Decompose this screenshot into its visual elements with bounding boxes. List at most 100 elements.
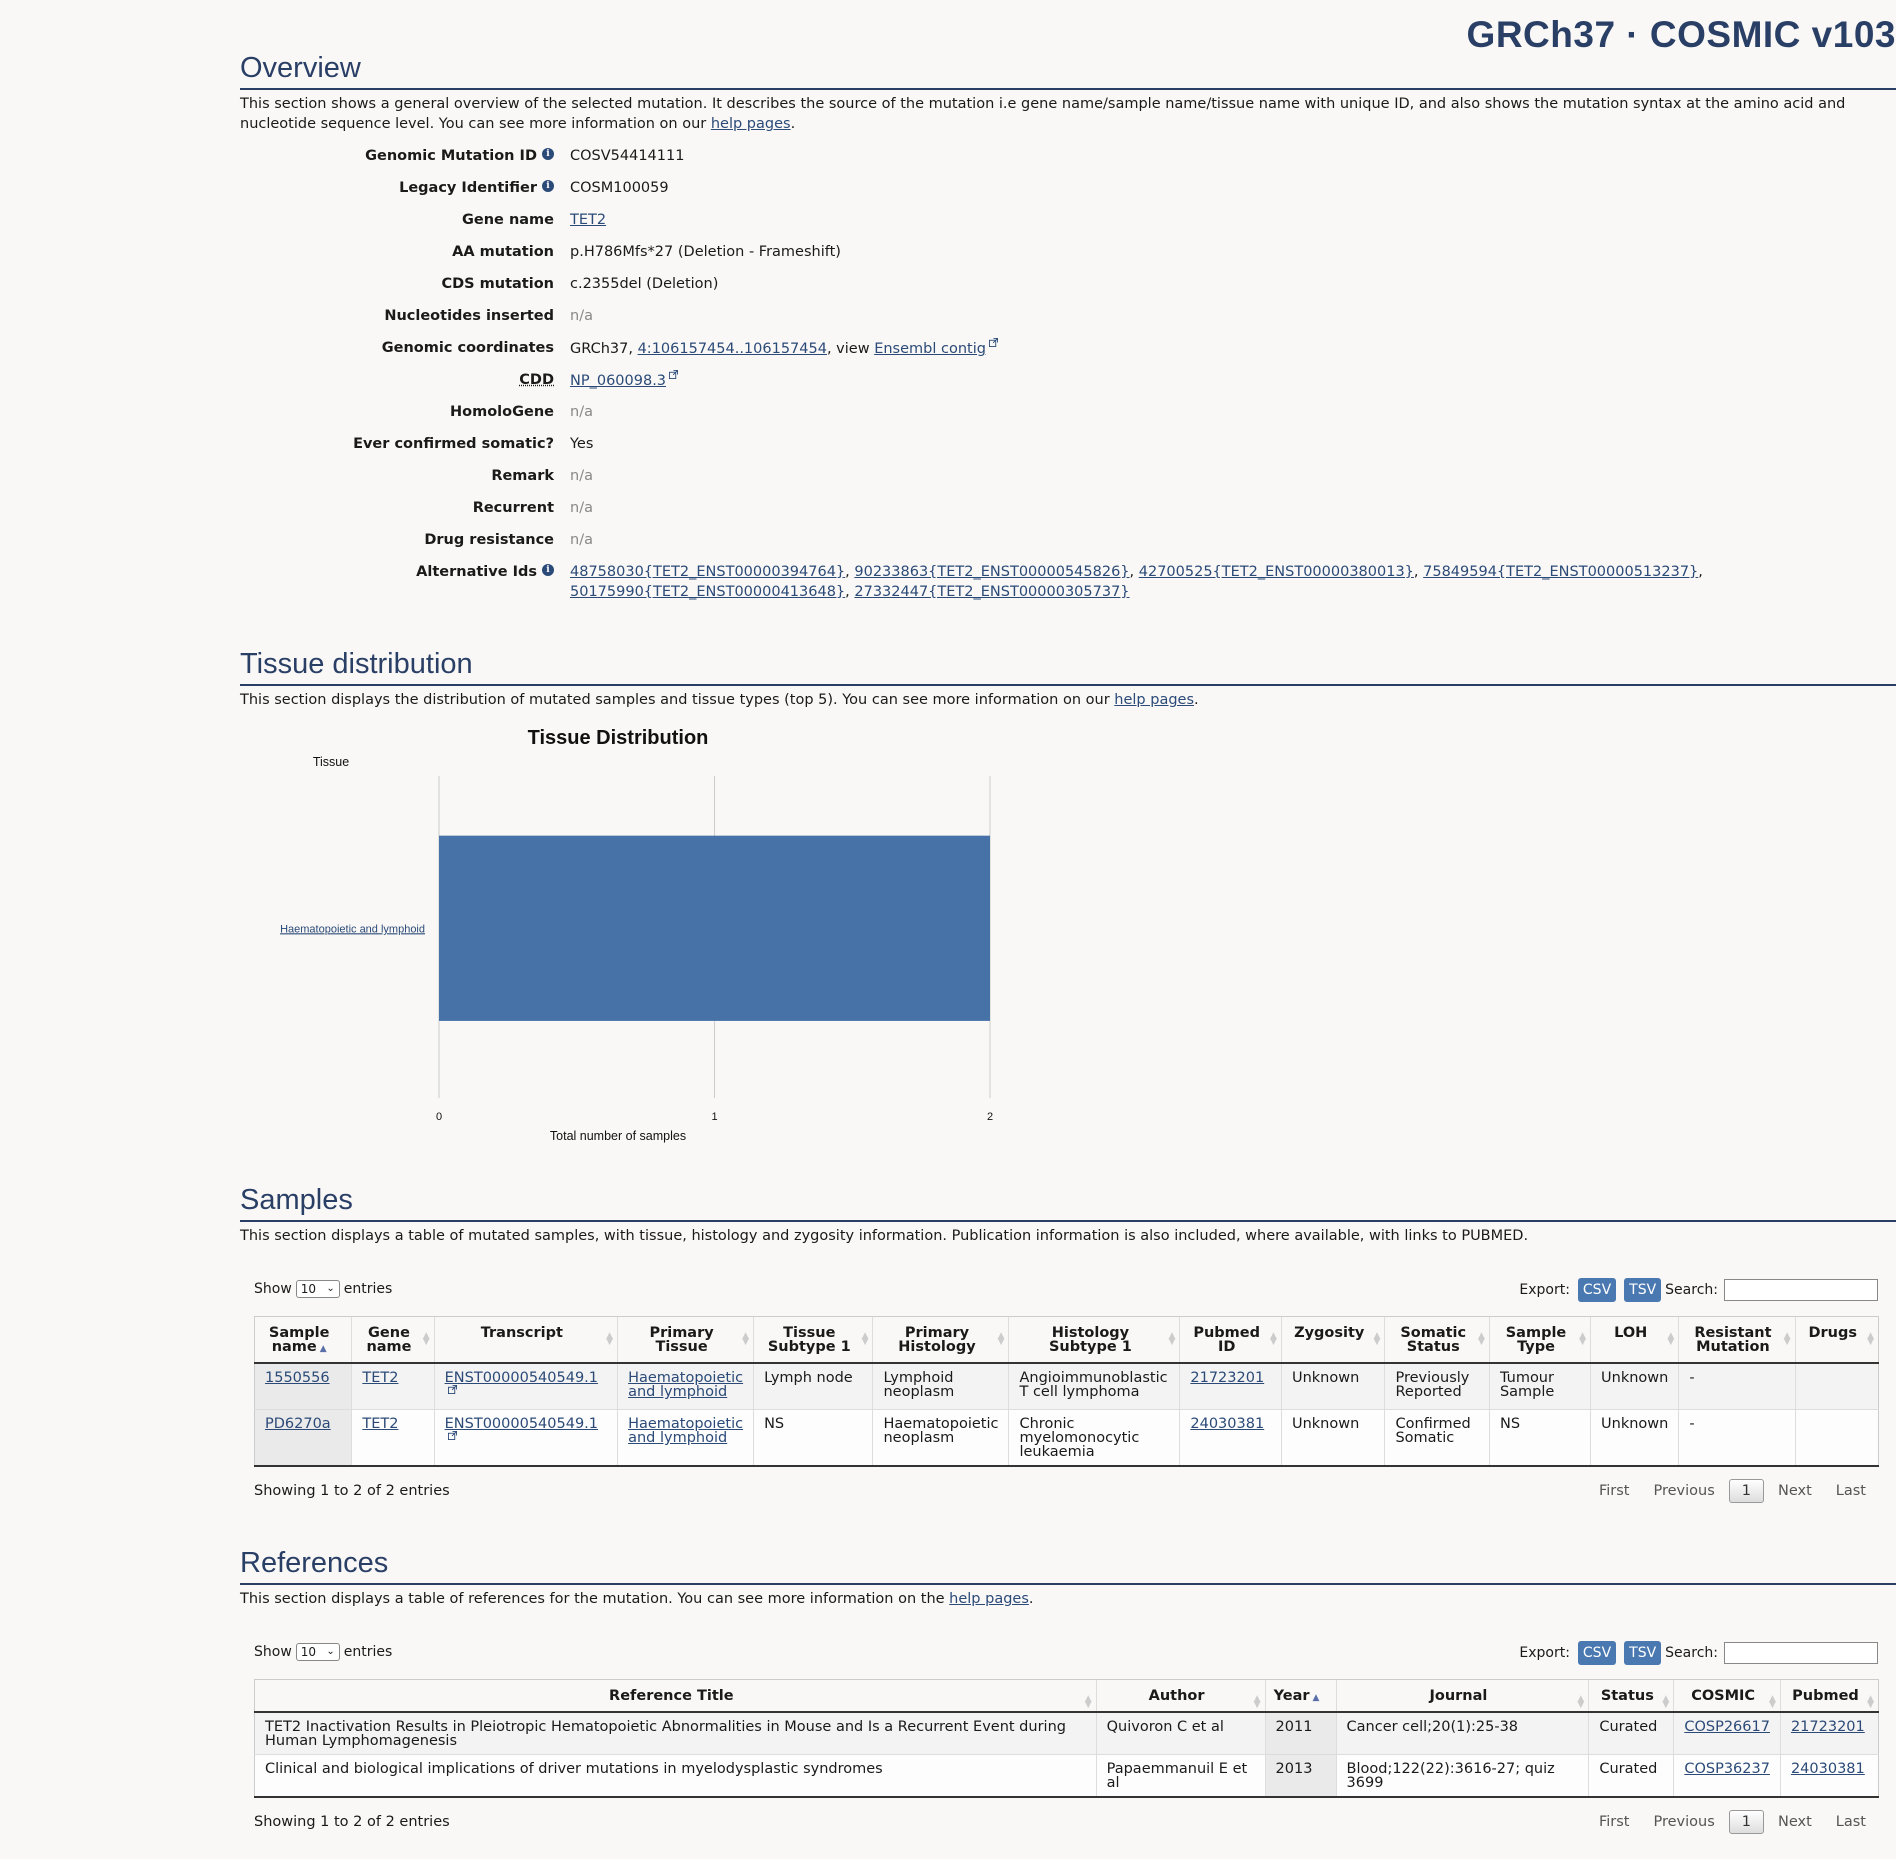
samples-pagination: First Previous 1 Next Last xyxy=(1587,1479,1878,1503)
pubmed-link[interactable]: 21723201 xyxy=(1790,1719,1865,1735)
info-icon[interactable]: i xyxy=(542,564,554,576)
pagination-page-1[interactable]: 1 xyxy=(1728,1479,1764,1503)
cell-reference-title: TET2 Inactivation Results in Pleiotropic… xyxy=(254,1712,1097,1755)
site-brand: GRCh37 · COSMIC v103 xyxy=(1466,14,1896,55)
overview-intro: This section shows a general overview of… xyxy=(240,96,1846,132)
field-label: Genomic coordinates xyxy=(381,340,554,356)
sample-name-link[interactable]: 1550556 xyxy=(265,1370,330,1386)
column-header-primary-histology[interactable]: Primary Histology ▲ ▼ xyxy=(872,1316,1009,1364)
pubmed-id-link[interactable]: 21723201 xyxy=(1190,1370,1265,1386)
column-header-transcript[interactable]: Transcript ▲ ▼ xyxy=(433,1316,618,1364)
pagination-last[interactable]: Last xyxy=(1835,1483,1866,1499)
tissue-distribution-section: Tissue distribution This section display… xyxy=(240,646,1896,1174)
samples-search-input[interactable] xyxy=(1724,1279,1878,1301)
cell-sample-name: 1550556 xyxy=(253,1363,352,1410)
export-csv-button[interactable]: CSV xyxy=(1577,1278,1617,1302)
external-link-icon xyxy=(447,1385,457,1394)
alternative-id-link[interactable]: 90233863{TET2_ENST00000545826} xyxy=(854,564,1130,580)
chevron-down-icon: ⌄ xyxy=(326,1283,335,1294)
pagination-first[interactable]: First xyxy=(1598,1814,1630,1830)
column-header-somatic-status[interactable]: Somatic Status ▲ ▼ xyxy=(1384,1316,1490,1364)
column-header-journal[interactable]: Journal ▲ ▼ xyxy=(1335,1679,1589,1713)
column-header-sample-type[interactable]: Sample Type ▲ ▼ xyxy=(1488,1316,1591,1364)
cdd-link[interactable]: NP_060098.3 xyxy=(570,373,667,389)
transcript-link[interactable]: ENST00000540549.1 xyxy=(444,1370,599,1386)
cosmic-link[interactable]: COSP26617 xyxy=(1684,1719,1770,1735)
sort-both-icon: ▲ ▼ xyxy=(1667,1331,1675,1347)
column-header-zygosity[interactable]: Zygosity ▲ ▼ xyxy=(1280,1316,1385,1364)
overview-help-link[interactable]: help pages xyxy=(710,116,791,132)
column-header-drugs[interactable]: Drugs ▲ ▼ xyxy=(1794,1316,1879,1364)
gene-name-link[interactable]: TET2 xyxy=(570,212,607,228)
primary-tissue-link[interactable]: Haematopoietic and lymphoid xyxy=(628,1416,744,1446)
field-label: Recurrent xyxy=(472,500,554,516)
chart-title: Tissue Distribution xyxy=(528,727,709,749)
sort-both-icon: ▲ ▼ xyxy=(1373,1331,1381,1347)
column-header-loh[interactable]: LOH ▲ ▼ xyxy=(1590,1316,1679,1364)
external-link-icon xyxy=(447,1431,457,1440)
cell-loh: Unknown xyxy=(1590,1409,1679,1467)
alternative-id-link[interactable]: 48758030{TET2_ENST00000394764} xyxy=(570,564,846,580)
pubmed-link[interactable]: 24030381 xyxy=(1790,1761,1865,1777)
transcript-link[interactable]: ENST00000540549.1 xyxy=(444,1416,599,1432)
pagination-next[interactable]: Next xyxy=(1778,1814,1812,1830)
column-header-status[interactable]: Status ▲ ▼ xyxy=(1588,1679,1674,1713)
pagination-first[interactable]: First xyxy=(1598,1483,1630,1499)
pubmed-id-link[interactable]: 24030381 xyxy=(1190,1416,1265,1432)
cell-histology-subtype-1: Angioimmunoblastic T cell lymphoma xyxy=(1008,1363,1180,1410)
ensembl-contig-link[interactable]: Ensembl contig xyxy=(874,341,986,357)
cell-sample-type: NS xyxy=(1488,1409,1591,1467)
alternative-id-link[interactable]: 75849594{TET2_ENST00000513237} xyxy=(1423,564,1699,580)
column-header-histology-subtype-1[interactable]: Histology Subtype 1 ▲ ▼ xyxy=(1008,1316,1180,1364)
references-table-controls: Show 10 ⌄ entries Export: CSV TSV Search: xyxy=(254,1635,1896,1679)
pagination-previous[interactable]: Previous xyxy=(1653,1483,1715,1499)
cell-sample-name: PD6270a xyxy=(253,1409,352,1467)
primary-tissue-link[interactable]: Haematopoietic and lymphoid xyxy=(628,1370,744,1400)
column-header-primary-tissue[interactable]: Primary Tissue ▲ ▼ xyxy=(617,1316,754,1364)
main-content: Overview This section shows a general ov… xyxy=(240,50,1896,1846)
column-header-cosmic[interactable]: COSMIC ▲ ▼ xyxy=(1673,1679,1781,1713)
coordinates-link[interactable]: 4:106157454..106157454 xyxy=(637,341,827,357)
column-header-resistant-mutation[interactable]: Resistant Mutation ▲ ▼ xyxy=(1678,1316,1795,1364)
pagination-next[interactable]: Next xyxy=(1778,1483,1812,1499)
references-export-search: Export: CSV TSV Search: xyxy=(1519,1641,1878,1665)
page-size-select[interactable]: 10 ⌄ xyxy=(295,1643,340,1661)
cosmic-link[interactable]: COSP36237 xyxy=(1684,1761,1770,1777)
export-csv-button[interactable]: CSV xyxy=(1577,1641,1617,1665)
column-header-author[interactable]: Author ▲ ▼ xyxy=(1095,1679,1266,1713)
alternative-id-link[interactable]: 42700525{TET2_ENST00000380013} xyxy=(1138,564,1414,580)
tissue-help-link[interactable]: help pages xyxy=(1114,692,1195,708)
chart-category-label[interactable]: Haematopoietic and lymphoid xyxy=(280,923,425,935)
sort-both-icon: ▲ ▼ xyxy=(1168,1331,1176,1347)
alternative-id-link[interactable]: 27332447{TET2_ENST00000305737} xyxy=(854,584,1130,600)
column-header-pubmed-id[interactable]: Pubmed ID ▲ ▼ xyxy=(1179,1316,1282,1364)
column-header-sample-name[interactable]: Sample name ▲ xyxy=(253,1316,352,1364)
gene-name-link[interactable]: TET2 xyxy=(362,1370,399,1386)
alternative-id-link[interactable]: 50175990{TET2_ENST00000413648} xyxy=(570,584,846,600)
references-search-input[interactable] xyxy=(1724,1642,1878,1664)
pagination-previous[interactable]: Previous xyxy=(1653,1814,1715,1830)
pagination-page-1[interactable]: 1 xyxy=(1728,1810,1764,1834)
sort-both-icon: ▲ ▼ xyxy=(742,1331,750,1347)
cell-somatic-status: Confirmed Somatic xyxy=(1384,1409,1490,1467)
references-help-link[interactable]: help pages xyxy=(949,1591,1029,1607)
column-header-pubmed[interactable]: Pubmed ▲ ▼ xyxy=(1779,1679,1880,1713)
export-tsv-button[interactable]: TSV xyxy=(1624,1641,1662,1665)
column-header-tissue-subtype-1[interactable]: Tissue Subtype 1 ▲ ▼ xyxy=(753,1316,873,1364)
sample-name-link[interactable]: PD6270a xyxy=(265,1416,331,1432)
column-header-reference-title[interactable]: Reference Title ▲ ▼ xyxy=(254,1679,1097,1713)
info-icon[interactable]: i xyxy=(542,180,554,192)
column-header-gene-name[interactable]: Gene name ▲ ▼ xyxy=(351,1316,435,1364)
field-genomic-mutation-id: Genomic Mutation ID i COSV54414111 xyxy=(240,142,1896,174)
cell-author: Quivoron C et al xyxy=(1095,1712,1266,1755)
external-link-icon xyxy=(669,370,679,379)
pagination-last[interactable]: Last xyxy=(1835,1814,1866,1830)
column-header-year[interactable]: Year ▲ xyxy=(1264,1679,1337,1713)
export-tsv-button[interactable]: TSV xyxy=(1624,1278,1662,1302)
page-size-select[interactable]: 10 ⌄ xyxy=(295,1280,340,1298)
gene-name-link[interactable]: TET2 xyxy=(362,1416,399,1432)
field-cdd: CDD NP_060098.3 xyxy=(240,366,1896,398)
chart-x-tick-label: 2 xyxy=(987,1111,993,1123)
info-icon[interactable]: i xyxy=(542,148,554,160)
field-alternative-ids: Alternative Ids i 48758030{TET2_ENST00000… xyxy=(240,558,1896,602)
